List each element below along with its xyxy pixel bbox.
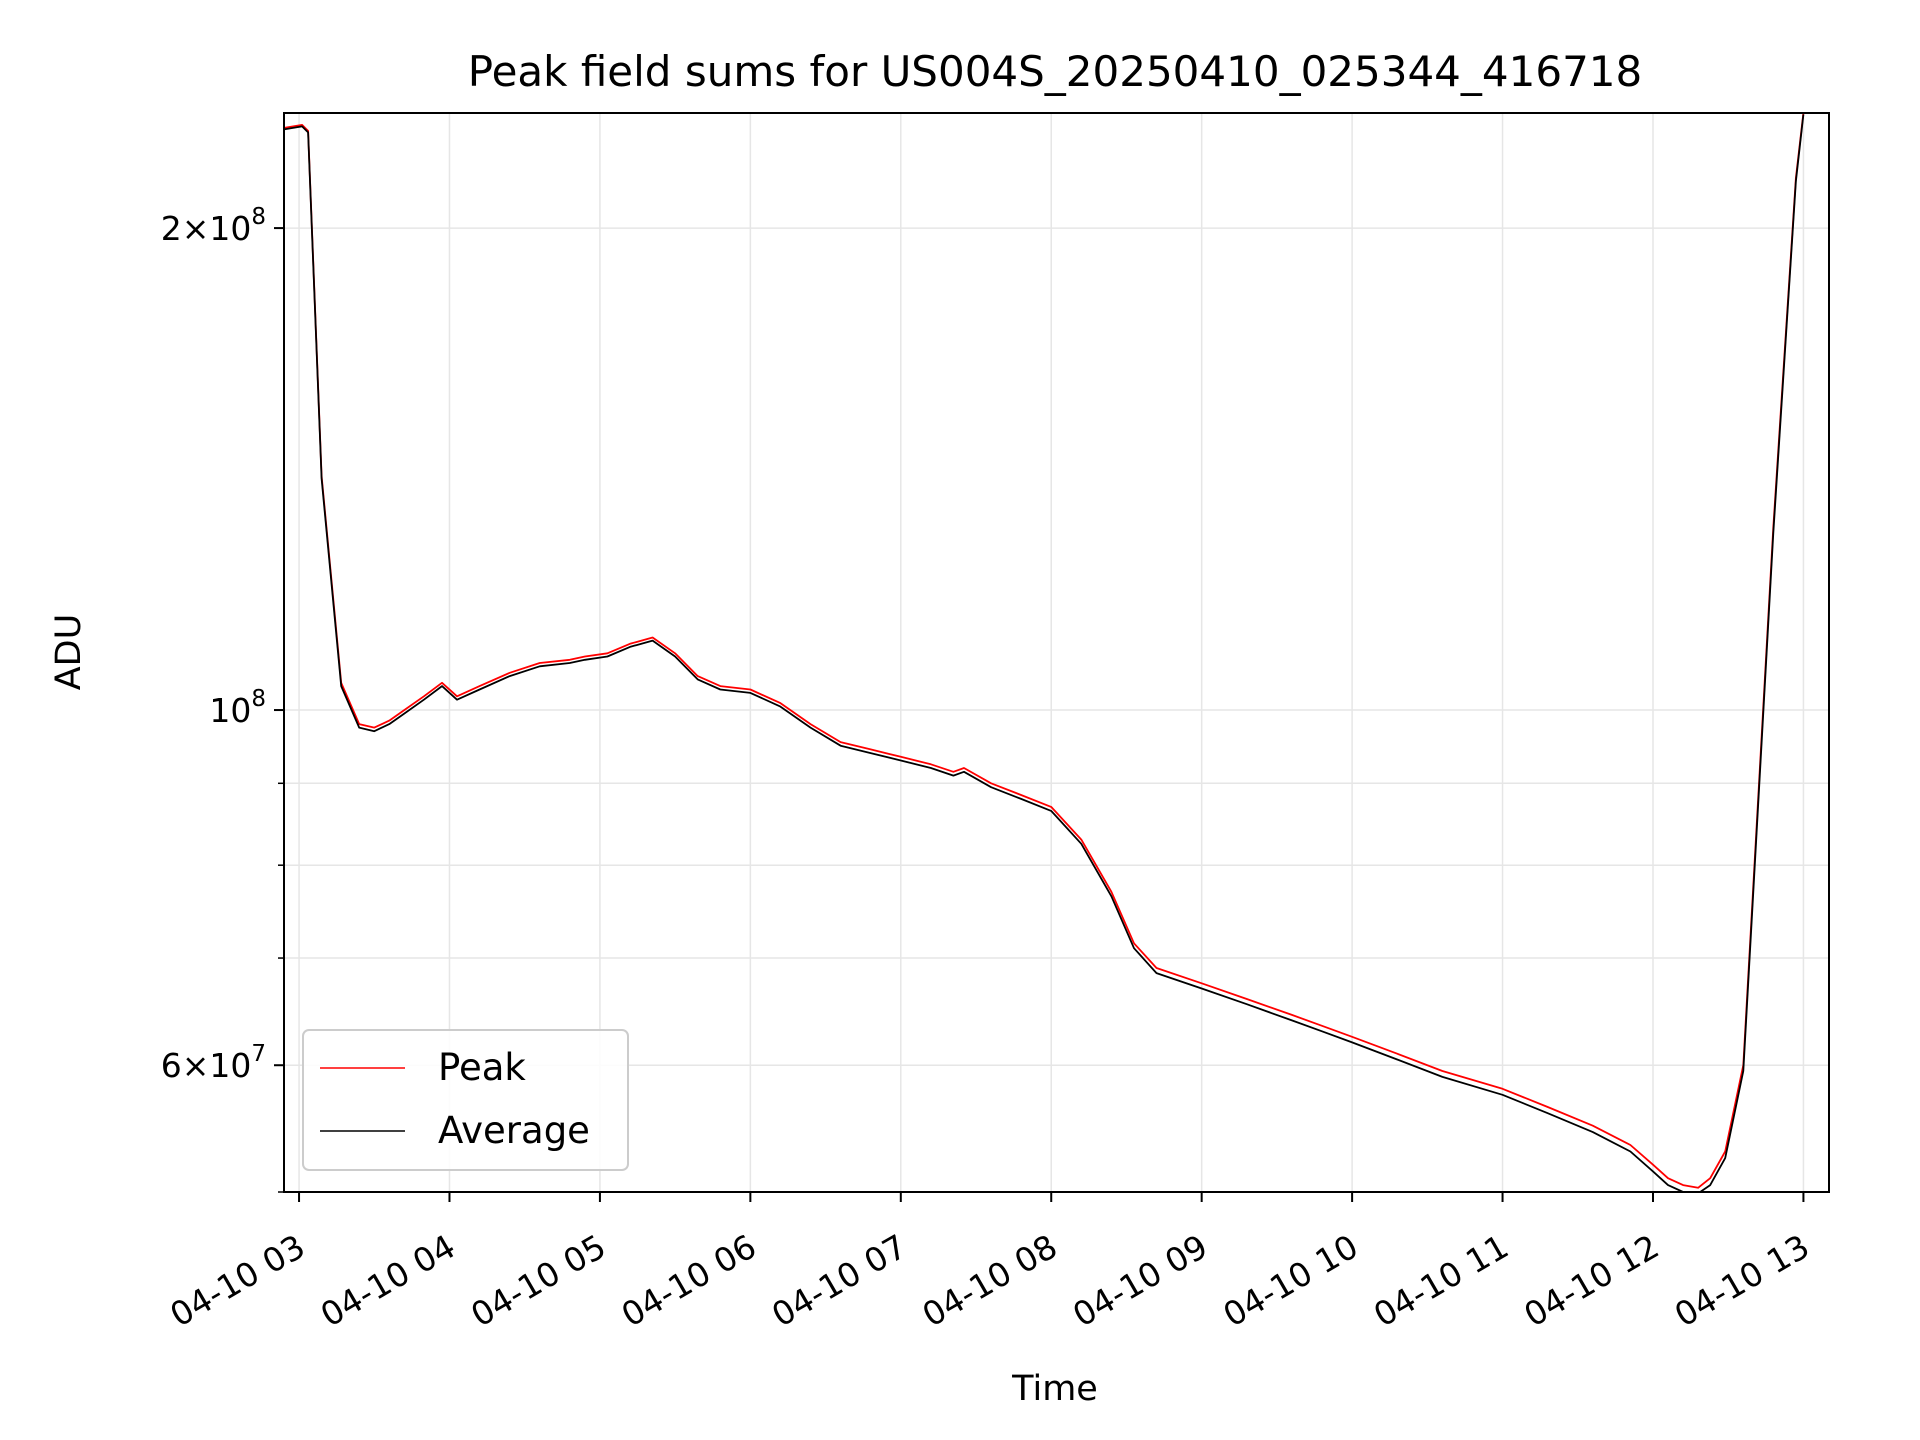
y-tick-label: 108	[209, 686, 266, 730]
series-layer	[284, 113, 1805, 1192]
x-axis-label: Time	[1011, 1369, 1098, 1409]
y-axis-label: ADU	[49, 614, 89, 691]
series-line-average	[284, 114, 1805, 1192]
plot-frame	[283, 112, 1830, 1193]
legend-box	[302, 1029, 629, 1171]
legend-peak-label: Peak	[438, 1046, 526, 1089]
y-tick-label: 6×107	[161, 1041, 266, 1085]
y-tick-label: 2×108	[161, 204, 266, 248]
legend-average-label: Average	[438, 1109, 590, 1152]
series-line-peak	[284, 113, 1805, 1189]
legend: Peak Average	[302, 1029, 629, 1171]
chart-title: Peak field sums for US004S_20250410_0253…	[468, 47, 1642, 96]
y-axis: 2×108 108 6×107	[161, 204, 284, 1193]
